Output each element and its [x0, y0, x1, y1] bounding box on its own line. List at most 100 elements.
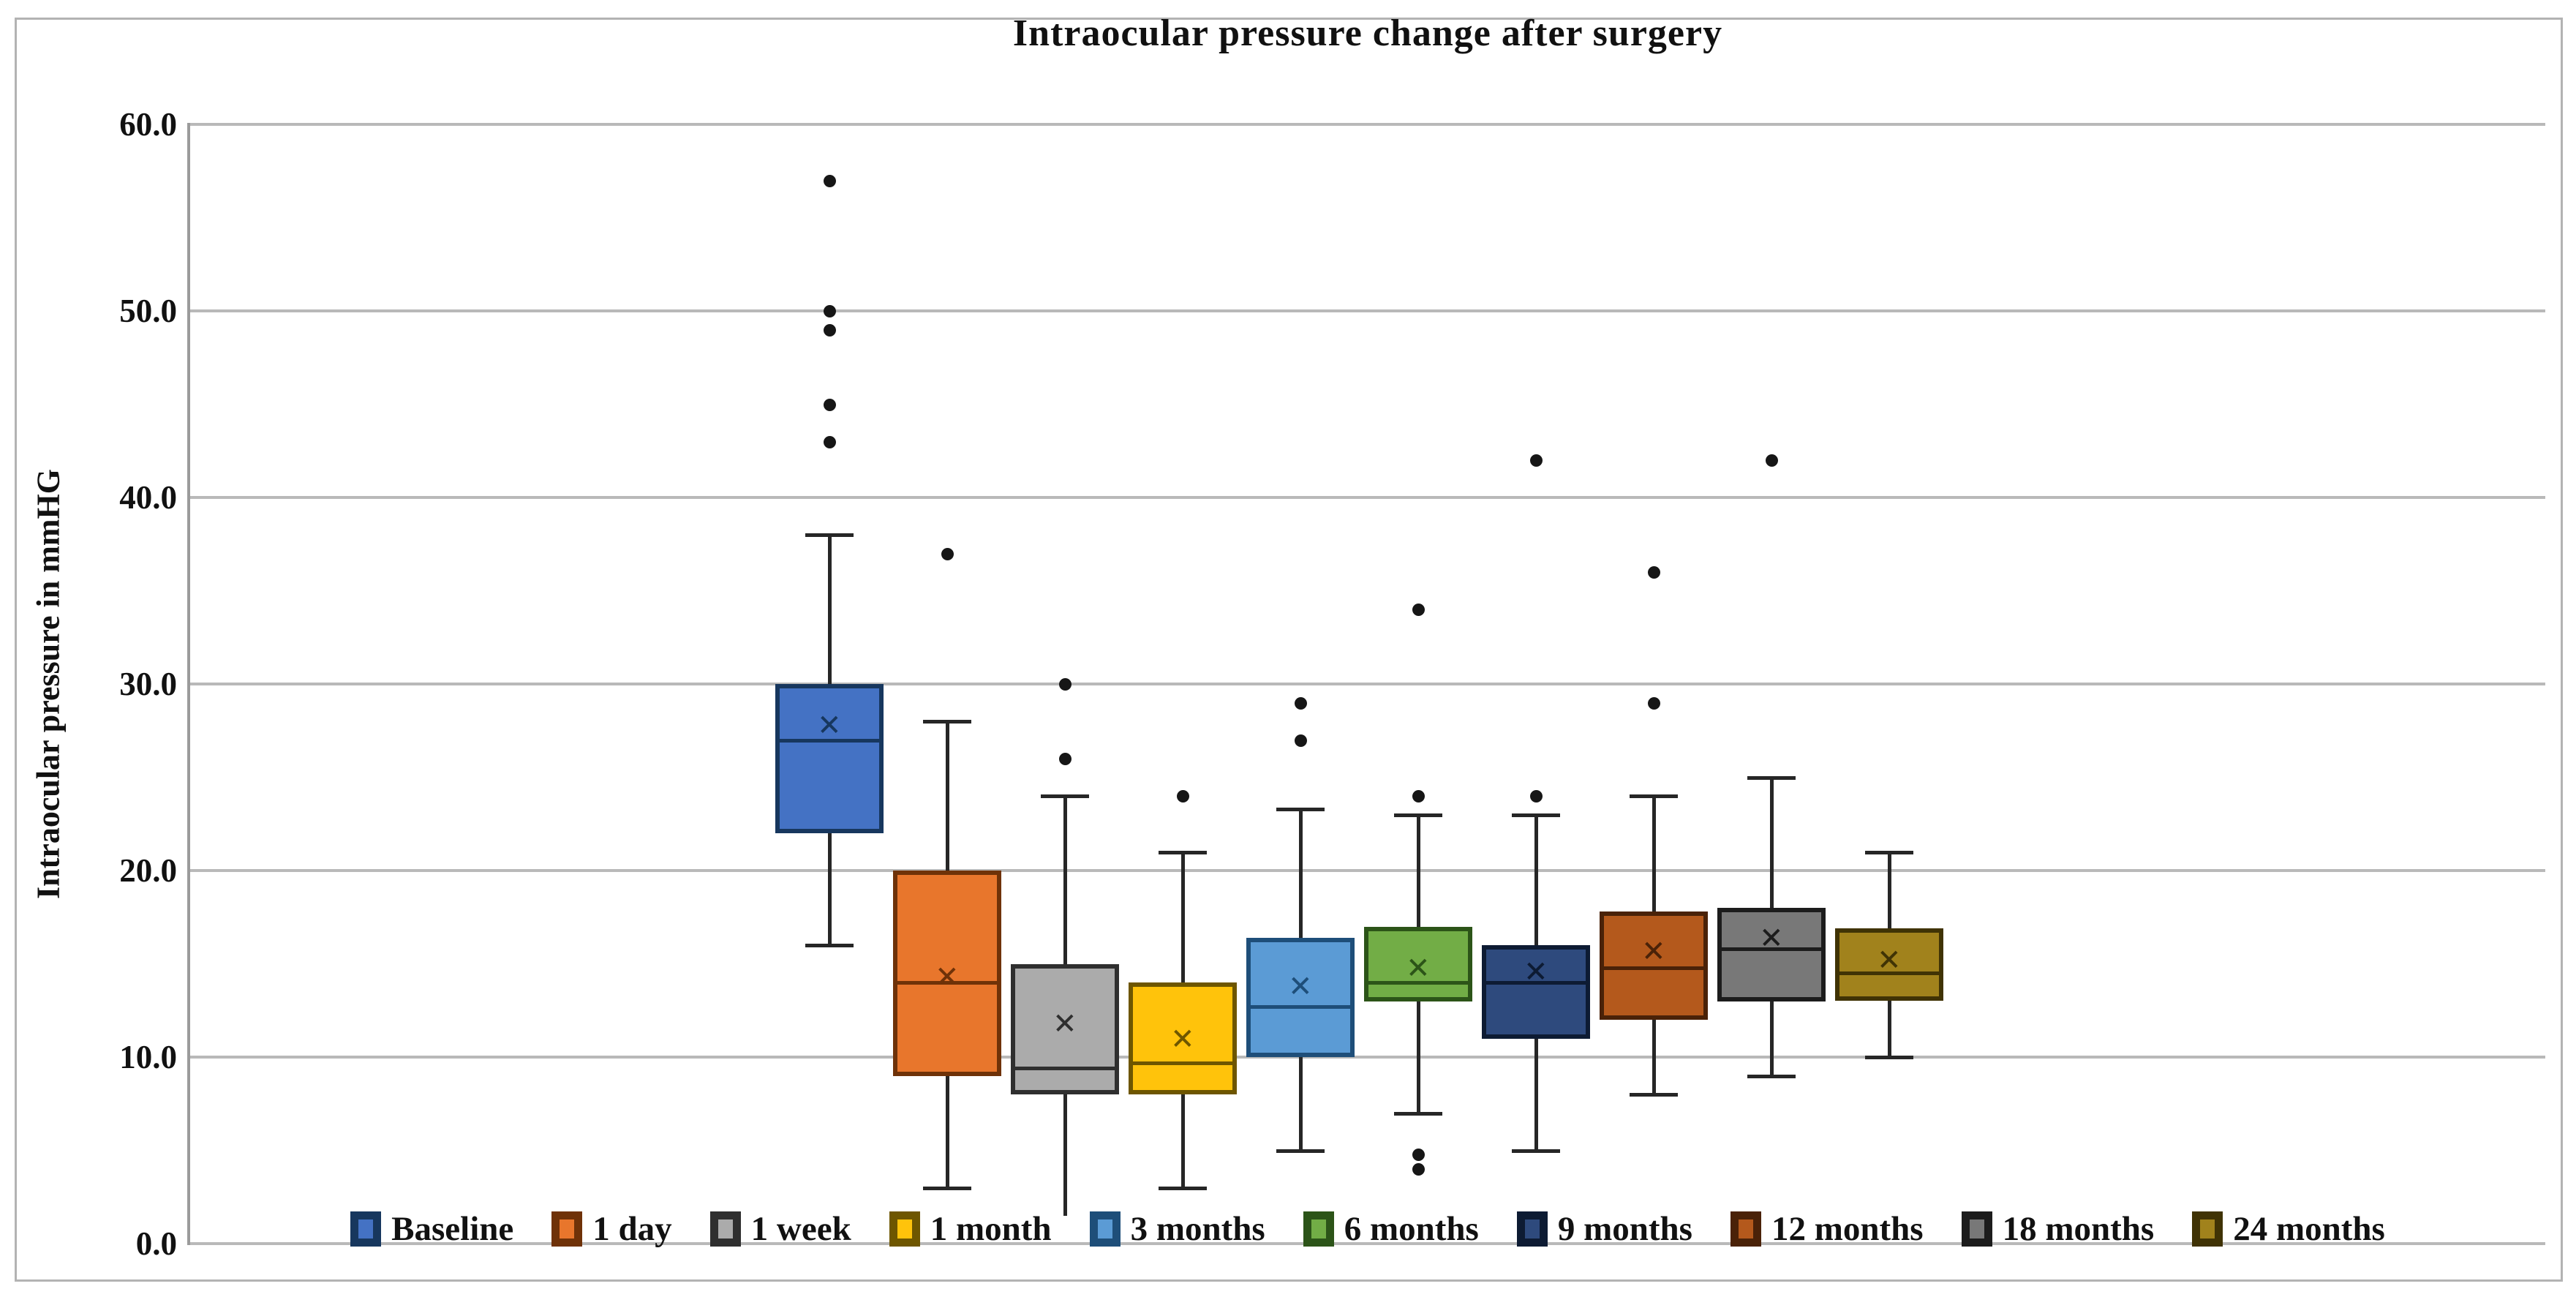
median-line-18-months [1722, 947, 1821, 952]
legend: Baseline 1 day 1 week 1 month 3 months 6 mont… [190, 1203, 2545, 1255]
outlier-dot-1-day-0 [941, 547, 954, 560]
box-9-months [1482, 945, 1590, 1039]
legend-swatch-icon-1-day [551, 1211, 583, 1247]
whisker-cap-bottom-18-months [1747, 1074, 1796, 1078]
legend-item-12-months: 12 months [1730, 1209, 1924, 1249]
mean-marker-3-months: × [1289, 963, 1312, 1010]
chart-title: Intraocular pressure change after surger… [1012, 12, 1723, 54]
legend-swatch-icon-24-months [2192, 1211, 2223, 1247]
legend-swatch-icon-1-month [889, 1211, 920, 1247]
box-6-months [1364, 926, 1472, 1001]
outlier-dot-baseline-2 [824, 323, 836, 337]
whisker-cap-top-6-months [1394, 813, 1442, 817]
legend-item-1-month: 1 month [889, 1209, 1052, 1249]
box-12-months [1600, 912, 1708, 1020]
outlier-dot-9-months-0 [1530, 790, 1543, 803]
outlier-dot-12-months-1 [1648, 566, 1660, 579]
box-3-months [1246, 937, 1355, 1057]
legend-swatch-icon-6-months [1303, 1211, 1334, 1247]
legend-item-1-day: 1 day [551, 1209, 672, 1249]
median-line-6-months [1368, 981, 1468, 985]
whisker-cap-top-9-months [1512, 813, 1560, 817]
outlier-dot-6-months-3 [1412, 1163, 1425, 1176]
legend-item-3-months: 3 months [1089, 1209, 1265, 1249]
whisker-cap-top-3-months [1276, 807, 1325, 811]
median-line-1-month [1133, 1061, 1232, 1065]
whisker-cap-bottom-1-month [1159, 1186, 1207, 1190]
whisker-cap-bottom-1-day [923, 1186, 971, 1190]
mean-marker-24-months: × [1878, 937, 1901, 983]
outlier-dot-6-months-1 [1412, 604, 1425, 616]
median-line-1-day [897, 981, 997, 985]
median-line-1-week [1015, 1067, 1115, 1071]
y-axis-line [187, 123, 190, 1245]
y-tick-label-50: 50.0 [119, 293, 177, 329]
gridline-10 [190, 1056, 2545, 1059]
legend-item-baseline: Baseline [350, 1209, 513, 1249]
box-24-months [1835, 928, 1943, 1001]
median-line-baseline [780, 738, 879, 743]
median-line-12-months [1604, 966, 1703, 970]
legend-label-baseline: Baseline [391, 1210, 514, 1248]
legend-swatch-icon-12-months [1730, 1211, 1761, 1247]
legend-label-3-months: 3 months [1130, 1210, 1265, 1248]
gridline-0 [190, 1242, 2545, 1245]
legend-label-24-months: 24 months [2233, 1210, 2385, 1248]
outlier-dot-6-months-0 [1412, 790, 1425, 803]
outlier-dot-3-months-1 [1295, 696, 1307, 710]
outlier-dot-1-week-0 [1059, 753, 1072, 765]
outlier-dot-baseline-3 [824, 305, 836, 317]
outlier-dot-baseline-0 [824, 435, 836, 448]
whisker-cap-bottom-24-months [1865, 1056, 1913, 1059]
y-tick-label-40: 40.0 [119, 479, 177, 516]
mean-marker-18-months: × [1760, 914, 1783, 961]
y-tick-label-0: 0.0 [135, 1225, 177, 1262]
outlier-dot-baseline-1 [824, 398, 836, 411]
outlier-dot-18-months-0 [1766, 454, 1778, 467]
whisker-cap-top-1-month [1159, 850, 1207, 854]
whisker-cap-top-24-months [1865, 850, 1913, 854]
gridline-20 [190, 869, 2545, 872]
legend-label-9-months: 9 months [1557, 1210, 1692, 1248]
legend-swatch-icon-9-months [1516, 1211, 1548, 1247]
whisker-cap-bottom-baseline [805, 944, 854, 947]
box-18-months [1717, 908, 1826, 1001]
y-tick-label-10: 10.0 [119, 1039, 177, 1075]
legend-label-12-months: 12 months [1771, 1210, 1924, 1248]
whisker-cap-top-baseline [805, 533, 854, 537]
legend-swatch-icon-1-week [709, 1211, 741, 1247]
whisker-cap-top-1-week [1041, 794, 1089, 798]
legend-label-1-week: 1 week [750, 1210, 851, 1248]
box-1-day [893, 871, 1001, 1076]
mean-marker-1-day: × [935, 954, 959, 1000]
legend-swatch-icon-18-months [1961, 1211, 1992, 1247]
gridline-30 [190, 683, 2545, 685]
box-baseline [775, 684, 884, 833]
legend-item-1-week: 1 week [709, 1209, 851, 1249]
outlier-dot-12-months-0 [1648, 696, 1660, 710]
gridline-50 [190, 309, 2545, 312]
median-line-9-months [1486, 981, 1586, 985]
gridline-40 [190, 496, 2545, 499]
y-tick-label-30: 30.0 [119, 666, 177, 702]
outlier-dot-1-week-1 [1059, 678, 1072, 691]
outlier-dot-3-months-0 [1295, 734, 1307, 747]
y-tick-label-60: 60.0 [119, 106, 177, 143]
mean-marker-baseline: × [818, 702, 841, 748]
whisker-cap-bottom-9-months [1512, 1149, 1560, 1153]
median-line-24-months [1839, 971, 1939, 976]
outlier-dot-6-months-2 [1412, 1148, 1425, 1161]
mean-marker-6-months: × [1406, 944, 1430, 991]
mean-marker-12-months: × [1642, 928, 1665, 974]
outlier-dot-9-months-1 [1530, 454, 1543, 467]
legend-item-9-months: 9 months [1516, 1209, 1692, 1249]
median-line-3-months [1251, 1005, 1350, 1010]
whisker-cap-bottom-12-months [1630, 1093, 1678, 1097]
legend-item-6-months: 6 months [1303, 1209, 1479, 1249]
legend-label-1-day: 1 day [592, 1210, 672, 1248]
whisker-cap-top-1-day [923, 720, 971, 723]
y-tick-label-20: 20.0 [119, 852, 177, 889]
whisker-cap-bottom-3-months [1276, 1149, 1325, 1153]
whisker-cap-top-12-months [1630, 794, 1678, 798]
mean-marker-1-month: × [1171, 1015, 1194, 1061]
